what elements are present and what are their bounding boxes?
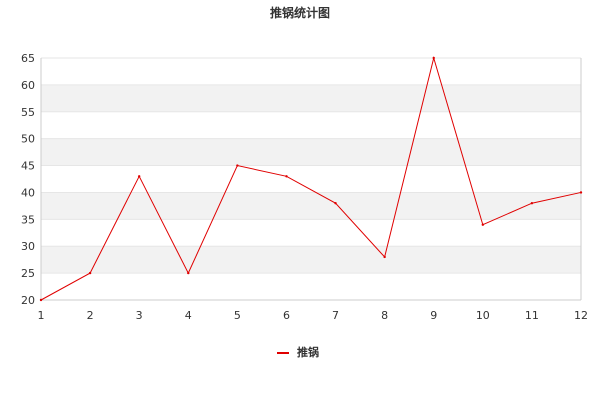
plot-band — [41, 246, 581, 274]
x-axis-ticks: 1 2 3 4 5 6 7 8 9 10 11 12 — [38, 309, 589, 322]
data-point — [334, 202, 337, 205]
data-point — [530, 202, 534, 205]
x-tick-label: 5 — [234, 309, 241, 322]
gridlines — [41, 57, 581, 301]
legend[interactable]: 推锅 — [277, 345, 319, 359]
data-point — [39, 298, 43, 302]
x-tick-label: 4 — [185, 309, 192, 322]
y-axis-ticks: 20 25 30 35 40 45 50 55 60 65 — [21, 52, 35, 307]
series-line — [40, 56, 582, 301]
y-tick-label: 35 — [21, 213, 35, 226]
x-tick-label: 2 — [87, 309, 94, 322]
data-point — [285, 175, 288, 178]
plot-bands — [41, 84, 581, 274]
y-tick-label: 45 — [21, 160, 35, 173]
data-point — [432, 56, 435, 60]
y-tick-label: 50 — [21, 133, 35, 146]
data-point — [481, 223, 485, 226]
chart-title: 推锅统计图 — [270, 5, 330, 20]
plot-band — [41, 84, 581, 112]
y-tick-label: 55 — [21, 106, 35, 119]
data-point — [187, 271, 190, 275]
x-tick-label: 1 — [38, 309, 45, 322]
series-group — [39, 56, 583, 302]
x-tick-label: 9 — [430, 309, 437, 322]
x-tick-label: 3 — [136, 309, 143, 322]
x-tick-label: 10 — [476, 309, 490, 322]
data-point — [236, 164, 239, 167]
y-tick-label: 60 — [21, 79, 35, 92]
x-tick-label: 12 — [574, 309, 588, 322]
y-tick-label: 20 — [21, 294, 35, 307]
y-tick-label: 40 — [21, 186, 35, 199]
x-tick-label: 8 — [381, 309, 388, 322]
y-tick-label: 30 — [21, 240, 35, 253]
x-tick-label: 7 — [332, 309, 339, 322]
axes — [40, 58, 582, 301]
data-point — [579, 191, 583, 194]
y-tick-label: 25 — [21, 267, 35, 280]
x-tick-label: 11 — [525, 309, 539, 322]
data-point — [383, 255, 386, 259]
plot-band — [41, 138, 581, 166]
legend-label: 推锅 — [297, 345, 319, 359]
data-point — [88, 271, 92, 275]
plot-band — [41, 192, 581, 220]
x-tick-label: 6 — [283, 309, 290, 322]
y-tick-label: 65 — [21, 52, 35, 65]
data-point — [137, 175, 141, 178]
